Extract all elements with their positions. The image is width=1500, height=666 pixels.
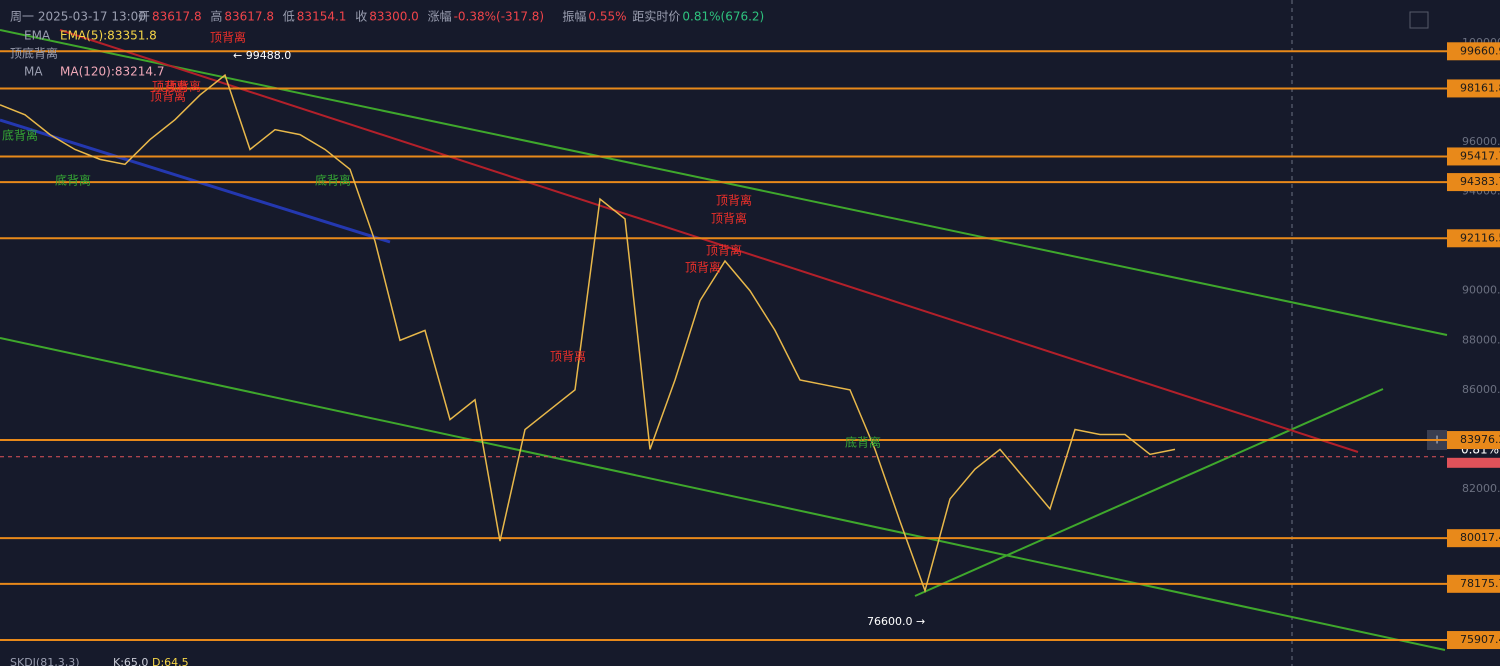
indicator-name: 顶底背离 <box>10 46 58 61</box>
indicator-name: EMA <box>24 29 51 43</box>
field-label: 收 <box>355 10 367 24</box>
field-value: 83617.8 <box>224 10 274 24</box>
level-label: 83976.2 <box>1460 433 1500 446</box>
field-label: 振幅 <box>562 9 586 24</box>
level-label: 80017.4 <box>1460 531 1500 544</box>
top-divergence: 顶背离 <box>165 79 201 94</box>
level-tag <box>1447 42 1500 61</box>
y-tick-label: 86000.0 <box>1462 383 1500 396</box>
price-line <box>0 73 1176 594</box>
top-divergence: 顶背离 <box>150 89 186 104</box>
datetime: 周一 2025-03-17 13:00 <box>10 10 146 24</box>
level-tag <box>1447 431 1500 450</box>
field-value: -0.38%(-317.8) <box>454 10 544 24</box>
top-divergence: 顶背离 <box>685 260 721 275</box>
top-divergence: 顶背离 <box>716 193 752 208</box>
level-tag <box>1447 631 1500 650</box>
bottom-divergence: 底背离 <box>55 173 91 188</box>
current-price-tag <box>1447 457 1500 468</box>
top-divergence: 顶背离 <box>210 30 246 45</box>
sub-panel-label: D:64.5 <box>152 656 189 666</box>
field-label: 涨幅 <box>428 9 452 24</box>
level-tag <box>1447 147 1500 166</box>
bottom-divergence: 底背离 <box>315 173 351 188</box>
level-tag <box>1447 173 1500 192</box>
indicator-name: MA <box>24 65 43 79</box>
top-divergence: 顶背离 <box>706 243 742 258</box>
field-label: 低 <box>283 10 295 24</box>
top-divergence: 顶背离 <box>550 349 586 364</box>
price-axis <box>1447 0 1500 666</box>
level-tag <box>1447 574 1500 593</box>
trend-line <box>0 118 391 244</box>
field-label: 距实时价 <box>632 9 680 24</box>
field-label: 开 <box>138 10 150 24</box>
top-divergence: 顶背离 <box>711 211 747 226</box>
y-tick-label: 90000.0 <box>1462 284 1500 297</box>
level-label: 94383.7 <box>1460 175 1500 188</box>
low-marker: 76600.0 → <box>867 615 925 628</box>
sub-panel-label: K:65.0 <box>113 656 148 666</box>
trend-line <box>914 388 1384 597</box>
level-tag <box>1447 529 1500 548</box>
level-label: 75907.4 <box>1460 633 1500 646</box>
y-tick-label: 82000.0 <box>1462 482 1500 495</box>
sub-panel-label: SKDJ(81,3,3) <box>10 656 79 666</box>
indicator-value: MA(120):83214.7 <box>60 65 165 79</box>
level-label: 78175.7 <box>1460 577 1500 590</box>
bottom-divergence: 底背离 <box>2 128 38 143</box>
high-marker: ← 99488.0 <box>233 49 291 62</box>
level-tag <box>1447 229 1500 248</box>
level-label: 92116.5 <box>1460 231 1500 244</box>
field-value: 83617.8 <box>152 10 202 24</box>
top-divergence: 顶背离 <box>152 79 188 94</box>
field-value: 83154.1 <box>297 10 347 24</box>
indicator-value: EMA(5):83351.8 <box>60 29 157 43</box>
y-tick-label: 96000.0 <box>1462 135 1500 148</box>
fullscreen-button[interactable] <box>1409 11 1429 29</box>
trend-line <box>0 337 1446 651</box>
bottom-divergence: 底背离 <box>845 435 881 450</box>
field-value: 83300.0 <box>369 10 419 24</box>
level-label: 98161.8 <box>1460 81 1500 94</box>
field-value: 0.81%(676.2) <box>682 10 764 24</box>
field-label: 高 <box>210 9 222 24</box>
level-label: 95417.7 <box>1460 149 1500 162</box>
level-tag <box>1447 79 1500 98</box>
y-tick-label: 88000.0 <box>1462 333 1500 346</box>
level-label: 99660.9 <box>1460 44 1500 57</box>
field-value: 0.55% <box>588 10 626 24</box>
trend-line <box>59 29 1359 453</box>
